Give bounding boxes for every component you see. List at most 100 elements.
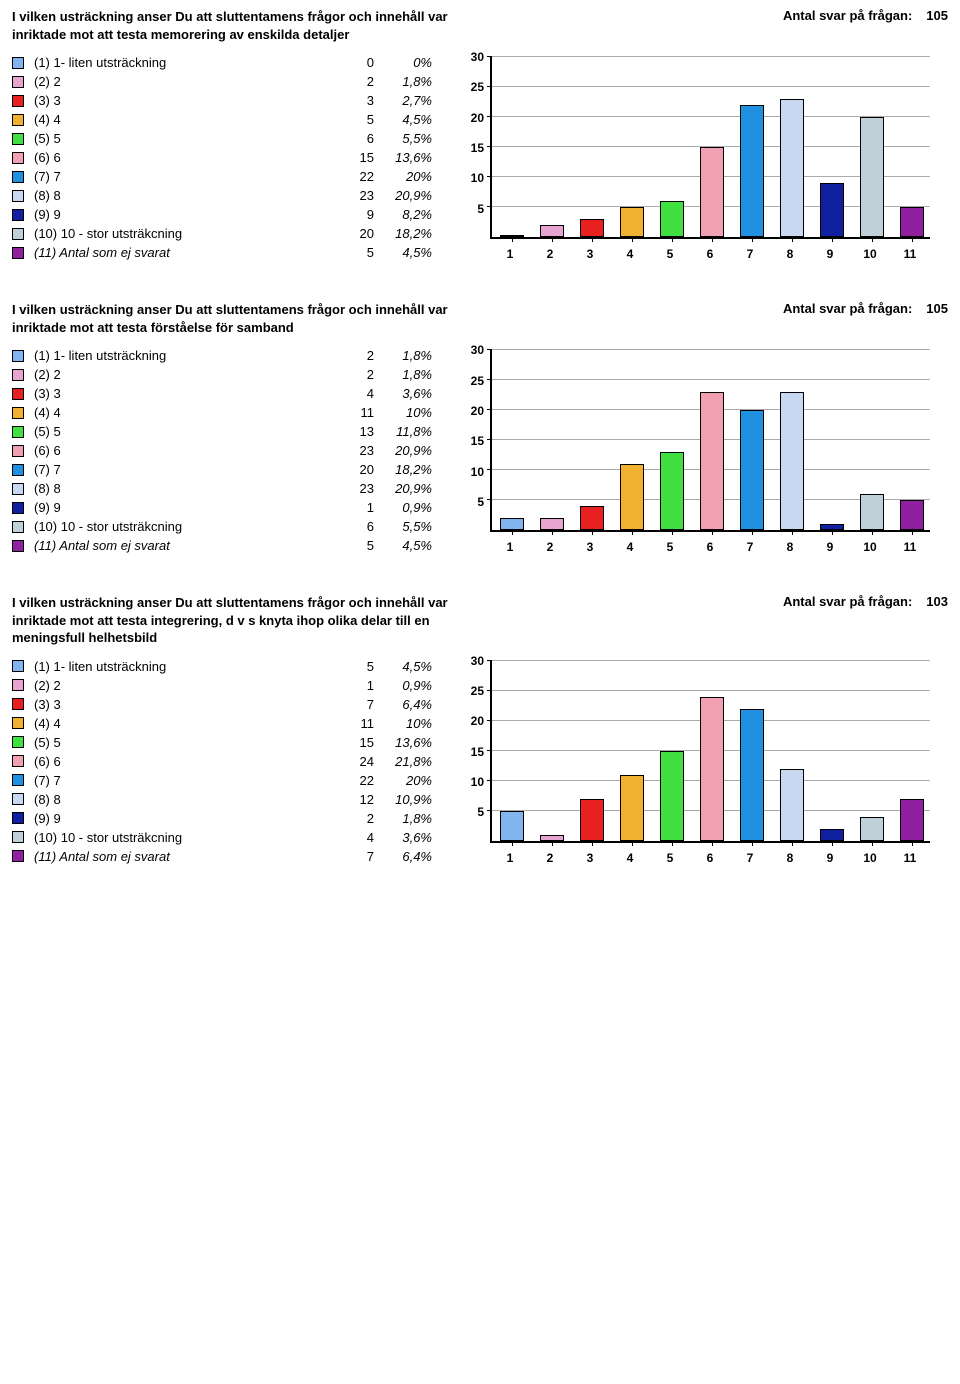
x-axis-label: 5 — [667, 851, 674, 865]
y-axis-label: 15 — [456, 434, 484, 448]
legend-count: 4 — [340, 386, 374, 401]
legend-row: (2) 221,8% — [12, 72, 432, 91]
x-axis-label: 6 — [707, 247, 714, 261]
legend-percent: 20,9% — [378, 188, 432, 203]
y-axis-label: 30 — [456, 50, 484, 64]
legend-label: (9) 9 — [34, 207, 340, 222]
plot-area — [490, 661, 930, 843]
bar — [780, 392, 805, 530]
color-swatch — [12, 350, 24, 362]
color-swatch — [12, 679, 24, 691]
x-axis-label: 8 — [787, 851, 794, 865]
legend-label: (8) 8 — [34, 188, 340, 203]
x-axis-label: 10 — [863, 247, 876, 261]
bar — [820, 829, 845, 841]
legend-row: (1) 1- liten utsträckning54,5% — [12, 657, 432, 676]
bar-chart: 510152025301234567891011 — [456, 53, 936, 263]
grid-line — [492, 690, 930, 691]
x-axis-label: 7 — [747, 247, 754, 261]
legend-row: (7) 72018,2% — [12, 460, 432, 479]
x-tick — [712, 530, 713, 535]
x-tick — [552, 237, 553, 242]
legend-percent: 11,8% — [378, 424, 432, 439]
legend-row: (10) 10 - stor utsträkcning65,5% — [12, 517, 432, 536]
y-tick — [487, 86, 492, 87]
y-tick — [487, 499, 492, 500]
legend-percent: 6,4% — [378, 697, 432, 712]
y-axis-label: 15 — [456, 141, 484, 155]
legend-label: (11) Antal som ej svarat — [34, 245, 340, 260]
legend-percent: 5,5% — [378, 131, 432, 146]
color-swatch — [12, 57, 24, 69]
legend-label: (2) 2 — [34, 678, 340, 693]
bar — [900, 799, 925, 841]
x-axis-label: 2 — [547, 247, 554, 261]
y-axis-label: 30 — [456, 343, 484, 357]
color-swatch — [12, 76, 24, 88]
y-tick — [487, 690, 492, 691]
legend-label: (3) 3 — [34, 697, 340, 712]
y-tick — [487, 56, 492, 57]
legend-row: (2) 210,9% — [12, 676, 432, 695]
y-axis-label: 5 — [456, 202, 484, 216]
legend-percent: 4,5% — [378, 112, 432, 127]
x-axis-label: 5 — [667, 247, 674, 261]
legend-percent: 10,9% — [378, 792, 432, 807]
section-body: (1) 1- liten utsträckning00%(2) 221,8%(3… — [12, 53, 948, 263]
x-tick — [632, 237, 633, 242]
bar — [860, 494, 885, 530]
legend-count: 3 — [340, 93, 374, 108]
legend-row: (8) 81210,9% — [12, 790, 432, 809]
legend-count: 2 — [340, 348, 374, 363]
bar — [660, 751, 685, 841]
legend-label: (11) Antal som ej svarat — [34, 849, 340, 864]
y-tick — [487, 750, 492, 751]
grid-line — [492, 379, 930, 380]
response-count: Antal svar på frågan:103 — [783, 594, 948, 609]
legend-count: 23 — [340, 443, 374, 458]
y-axis-label: 10 — [456, 171, 484, 185]
legend-count: 5 — [340, 245, 374, 260]
legend-count: 11 — [340, 716, 374, 731]
y-axis-label: 25 — [456, 374, 484, 388]
legend-percent: 1,8% — [378, 74, 432, 89]
legend-percent: 13,6% — [378, 735, 432, 750]
legend-row: (10) 10 - stor utsträkcning43,6% — [12, 828, 432, 847]
x-tick — [512, 530, 513, 535]
y-axis-label: 5 — [456, 495, 484, 509]
bar — [780, 769, 805, 841]
y-tick — [487, 146, 492, 147]
y-tick — [487, 720, 492, 721]
x-axis-label: 2 — [547, 540, 554, 554]
chart-wrap: 510152025301234567891011 — [456, 53, 948, 263]
bar-chart: 510152025301234567891011 — [456, 346, 936, 556]
y-tick — [487, 116, 492, 117]
bar — [740, 410, 765, 530]
legend-count: 12 — [340, 792, 374, 807]
bar — [900, 500, 925, 530]
x-tick — [592, 841, 593, 846]
legend-row: (2) 221,8% — [12, 365, 432, 384]
legend-percent: 13,6% — [378, 150, 432, 165]
bar — [500, 811, 525, 841]
bar — [660, 452, 685, 530]
legend-count: 20 — [340, 462, 374, 477]
legend-percent: 18,2% — [378, 462, 432, 477]
x-tick — [832, 530, 833, 535]
legend-label: (1) 1- liten utsträckning — [34, 659, 340, 674]
legend-row: (4) 454,5% — [12, 110, 432, 129]
legend-percent: 20,9% — [378, 443, 432, 458]
legend-label: (10) 10 - stor utsträkcning — [34, 226, 340, 241]
legend-label: (4) 4 — [34, 405, 340, 420]
legend-count: 13 — [340, 424, 374, 439]
legend-label: (7) 7 — [34, 169, 340, 184]
color-swatch — [12, 369, 24, 381]
legend-percent: 20% — [378, 773, 432, 788]
y-axis-label: 15 — [456, 745, 484, 759]
legend-row: (3) 332,7% — [12, 91, 432, 110]
legend-label: (3) 3 — [34, 93, 340, 108]
legend-count: 2 — [340, 74, 374, 89]
color-swatch — [12, 755, 24, 767]
x-tick — [912, 237, 913, 242]
y-axis-label: 10 — [456, 775, 484, 789]
